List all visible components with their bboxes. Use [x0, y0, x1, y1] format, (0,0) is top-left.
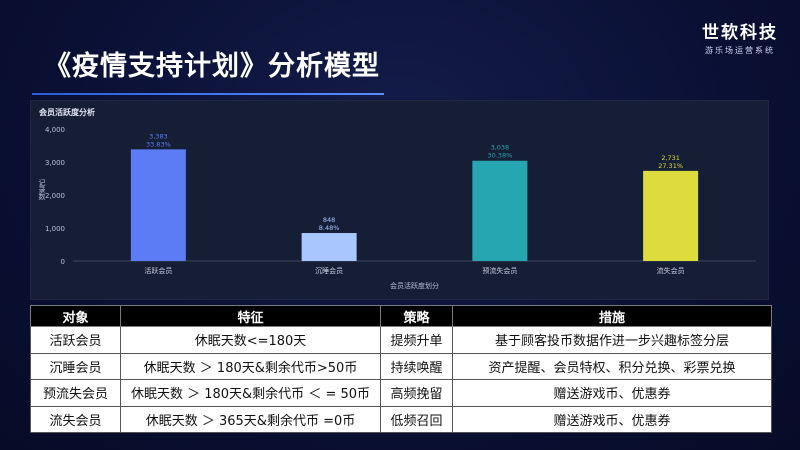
- x-tick-label: 活跃会员: [144, 266, 172, 275]
- cell-strategy: 持续唤醒: [380, 352, 453, 380]
- slide-title: 《疫情支持计划》分析模型: [44, 51, 380, 82]
- header-object: 对象: [30, 305, 121, 327]
- cell-feature: 休眠天数 ＞ 180天&剩余代币 ＜ = 50币: [120, 379, 381, 407]
- cell-object: 预流失会员: [30, 379, 121, 407]
- y-tick-label: 4,000: [45, 126, 65, 134]
- bar-value-label: 3,383: [149, 132, 168, 140]
- bar-value-label: 848: [323, 216, 335, 224]
- cell-strategy: 高频挽留: [380, 379, 453, 407]
- cell-measure: 资产提醒、会员特权、积分兑换、彩票兑换: [452, 352, 772, 380]
- y-tick-label: 0: [61, 258, 65, 266]
- header-feature: 特征: [120, 305, 381, 327]
- cell-measure: 赠送游戏币、优惠券: [452, 405, 772, 433]
- y-tick-label: 3,000: [45, 159, 65, 167]
- cell-object: 流失会员: [30, 405, 121, 433]
- x-axis-label: 会员活跃度划分: [390, 281, 439, 290]
- bar-value-label: 3,038: [491, 144, 510, 152]
- cell-feature: 休眠天数<=180天: [120, 326, 381, 354]
- y-tick-label: 1,000: [45, 225, 65, 233]
- bar: [472, 160, 528, 261]
- cell-strategy: 低频召回: [380, 405, 453, 433]
- header-strategy: 策略: [380, 305, 453, 327]
- brand-name: 世软科技: [702, 23, 778, 43]
- cell-measure: 基于顾客投币数据作进一步兴趣标签分层: [452, 326, 772, 354]
- header-measure: 措施: [452, 305, 772, 327]
- bar: [643, 170, 699, 261]
- cell-feature: 休眠天数 ＞ 365天&剩余代币 =0币: [120, 405, 381, 433]
- bar-percent-label: 33.83%: [146, 140, 171, 148]
- chart-title: 会员活跃度分析: [39, 107, 95, 117]
- brand-logo: 世软科技 游乐场运营系统: [702, 18, 778, 56]
- cell-object: 沉睡会员: [30, 352, 121, 380]
- table-row: 预流失会员 休眠天数 ＞ 180天&剩余代币 ＜ = 50币 高频挽留 赠送游戏…: [30, 379, 772, 407]
- table-header-row: 对象 特征 策略 措施: [30, 305, 772, 327]
- chart-panel: 会员活跃度分析 0 1,000 2,000 3,000 4,000 记录数 3,383 33.8…: [30, 100, 769, 300]
- strategy-table: 对象 特征 策略 措施 活跃会员 休眠天数<=180天 提频升单 基于顾客投币数…: [30, 305, 772, 433]
- bar: [301, 233, 357, 261]
- x-tick-label: 流失会员: [657, 266, 685, 275]
- bar-percent-label: 30.38%: [487, 152, 512, 160]
- cell-measure: 赠送游戏币、优惠券: [452, 379, 772, 407]
- table-row: 沉睡会员 休眠天数 ＞ 180天&剩余代币>50币 持续唤醒 资产提醒、会员特权…: [30, 352, 772, 380]
- bar-value-label: 2,731: [661, 154, 680, 162]
- cell-object: 活跃会员: [30, 326, 121, 354]
- bar: [130, 149, 186, 261]
- brand-subtitle: 游乐场运营系统: [705, 46, 775, 55]
- bar-percent-label: 27.31%: [658, 162, 683, 170]
- table-row: 活跃会员 休眠天数<=180天 提频升单 基于顾客投币数据作进一步兴趣标签分层: [30, 326, 772, 354]
- cell-feature: 休眠天数 ＞ 180天&剩余代币>50币: [120, 352, 381, 380]
- y-axis-label: 记录数: [38, 179, 46, 201]
- bar-percent-label: 8.48%: [319, 224, 340, 232]
- cell-strategy: 提频升单: [380, 326, 453, 354]
- title-underline: [32, 93, 384, 95]
- member-activity-bar-chart: 会员活跃度分析 0 1,000 2,000 3,000 4,000 记录数 3,38333.8…: [38, 107, 756, 290]
- y-tick-label: 2,000: [45, 192, 65, 200]
- x-tick-label: 预流失会员: [482, 266, 517, 275]
- table-row: 流失会员 休眠天数 ＞ 365天&剩余代币 =0币 低频召回 赠送游戏币、优惠券: [30, 405, 772, 433]
- x-tick-label: 沉睡会员: [315, 266, 343, 275]
